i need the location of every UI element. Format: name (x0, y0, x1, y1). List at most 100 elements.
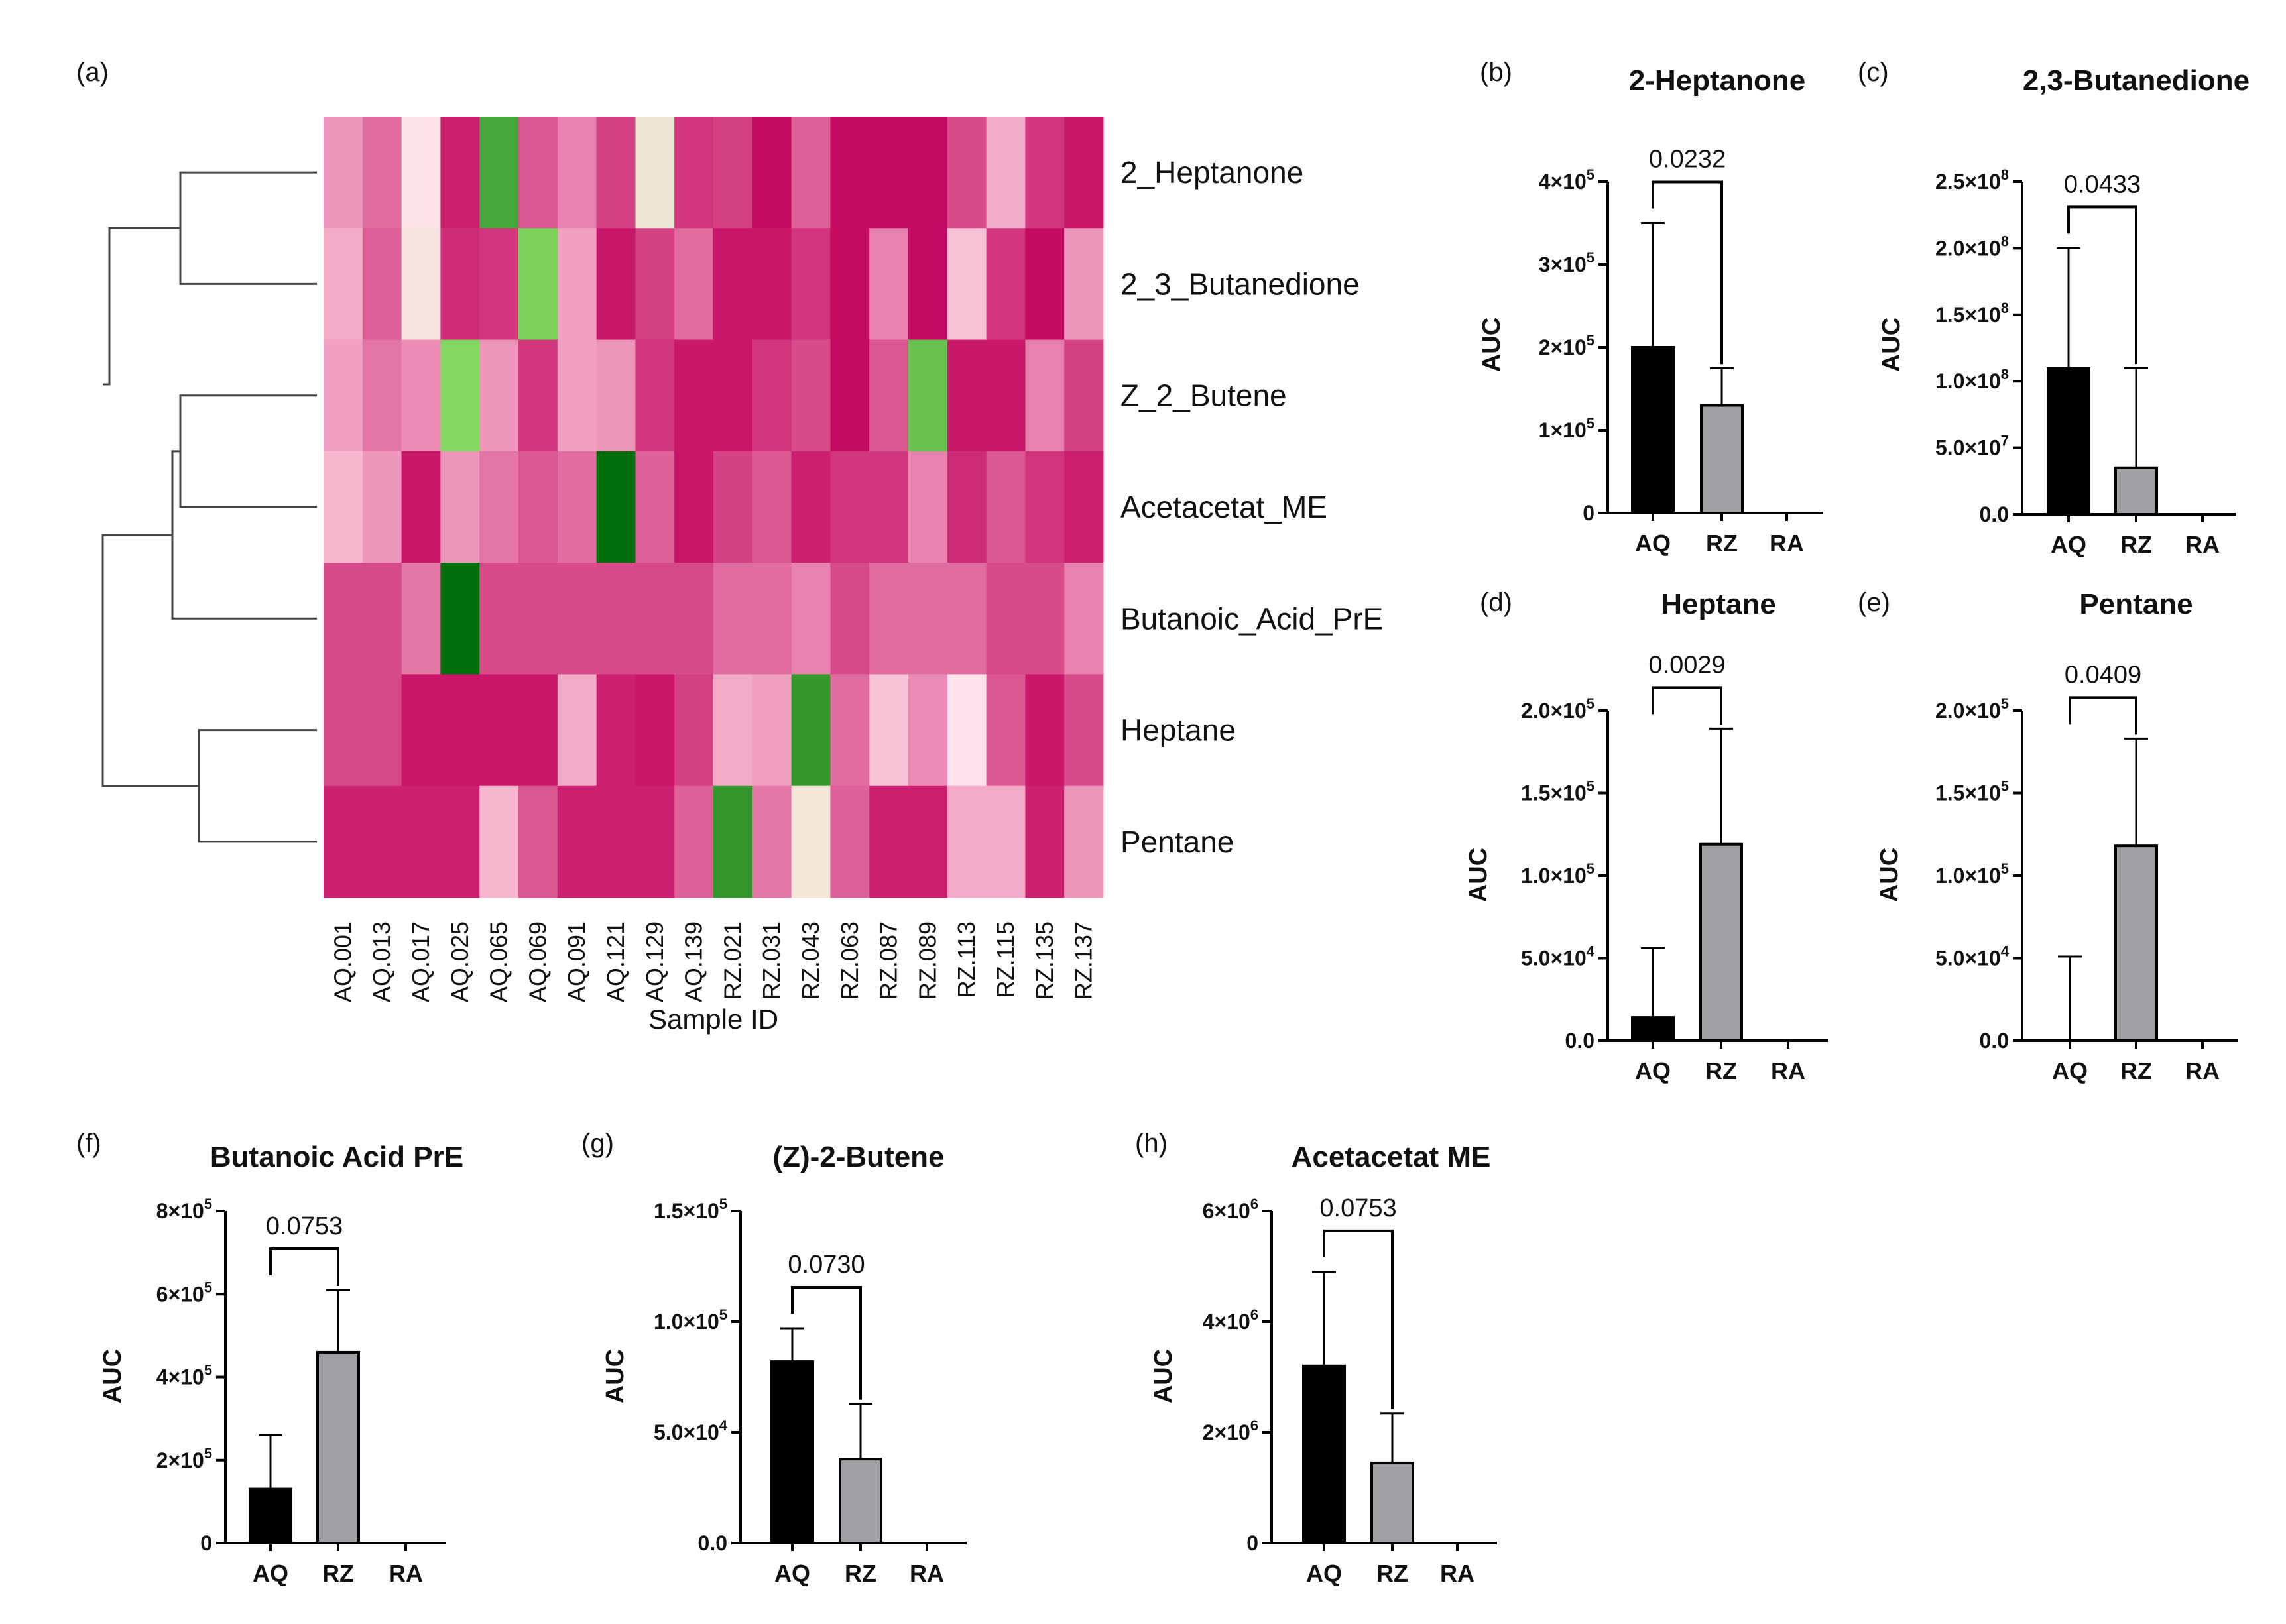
heatmap-cell (674, 785, 714, 898)
y-tick-mantissa: 2×10 (1203, 1421, 1250, 1444)
bar-chart-panel: (b) 2-HeptanoneAUC01×1052×1053×1054×105AQ… (1478, 58, 1823, 557)
heatmap-cell (362, 563, 402, 675)
bar-rz (316, 1350, 360, 1545)
dendrogram-branch (171, 450, 317, 620)
heatmap-cell (830, 451, 870, 563)
y-tick-label: 0 (200, 1531, 212, 1555)
heatmap-cell (752, 117, 792, 229)
y-tick-label: 2×105 (156, 1445, 212, 1472)
heatmap-cell (518, 339, 558, 452)
panel-label: (f) (76, 1129, 101, 1158)
y-tick-mantissa: 1.0×10 (1935, 369, 2001, 393)
y-tick-mantissa: 8×10 (156, 1199, 204, 1223)
heatmap-cell (635, 228, 675, 341)
heatmap-cell (401, 117, 441, 229)
y-tick-mantissa: 1.5×10 (1521, 782, 1587, 805)
heatmap-cell (791, 785, 831, 898)
y-tick-label: 5.0×104 (654, 1417, 728, 1444)
heatmap-cell (596, 339, 636, 452)
bar-chart-panels: (b) 2-HeptanoneAUC01×1052×1053×1054×105AQ… (76, 58, 2250, 1587)
x-tick-label: RA (1770, 530, 1804, 557)
y-tick-label: 1.0×105 (1521, 860, 1594, 888)
y-tick-mantissa: 2×10 (156, 1448, 204, 1472)
heatmap-cell (986, 117, 1026, 229)
heatmap-row-label: 2_3_Butanedione (1120, 266, 1360, 301)
x-tick-label: RA (389, 1560, 423, 1587)
chart-title: Heptane (1661, 588, 1776, 620)
panel-label: (e) (1858, 588, 1890, 617)
heatmap-cell (518, 451, 558, 563)
heatmap-cell (986, 563, 1026, 675)
y-tick-exponent: 5 (204, 1362, 212, 1379)
chart-title: (Z)-2-Butene (772, 1141, 944, 1173)
y-tick-label: 0.0 (1980, 1029, 2009, 1053)
y-tick-exponent: 5 (204, 1279, 212, 1295)
heatmap-cell (791, 563, 831, 675)
heatmap-cell (869, 339, 909, 452)
heatmap-cell (440, 339, 480, 452)
y-tick-label: 6×106 (1203, 1196, 1258, 1223)
chart-title: Acetacetat ME (1292, 1141, 1491, 1173)
y-tick-mantissa: 1.5×10 (654, 1199, 719, 1223)
heatmap-column-label: AQ.121 (602, 921, 629, 1002)
x-tick-label: AQ (2051, 531, 2086, 558)
heatmap-cell (1064, 228, 1104, 341)
heatmap-column-label: RZ.063 (836, 921, 863, 1000)
dendrogram-branch (198, 729, 317, 843)
bar-rz (1699, 842, 1743, 1042)
p-value-label: 0.0433 (2064, 170, 2141, 198)
y-tick-exponent: 5 (2001, 695, 2009, 712)
heatmap-cell (518, 563, 558, 675)
heatmap-cell (674, 563, 714, 675)
x-tick-label: RA (1440, 1560, 1474, 1587)
y-tick-label: 2×106 (1203, 1417, 1258, 1444)
heatmap-cell (908, 117, 948, 229)
y-tick-mantissa: 2.0×10 (1935, 236, 2001, 260)
heatmap-row-label: Acetacetat_ME (1120, 490, 1327, 524)
heatmap-cell (869, 674, 909, 787)
heatmap-column-label: AQ.091 (563, 921, 590, 1002)
heatmap-cell (908, 563, 948, 675)
heatmap-cell (713, 563, 753, 675)
x-tick-label: AQ (1306, 1560, 1342, 1587)
y-tick-exponent: 8 (2001, 233, 2009, 249)
y-tick-mantissa: 1.5×10 (1935, 782, 2001, 805)
p-value-label: 0.0753 (266, 1212, 343, 1240)
heatmap-cell (362, 451, 402, 563)
y-tick-label: 3×105 (1539, 249, 1594, 276)
y-tick-exponent: 8 (2001, 366, 2009, 382)
y-tick-exponent: 4 (719, 1417, 728, 1434)
heatmap-cell (830, 674, 870, 787)
y-tick-exponent: 5 (719, 1306, 727, 1323)
heatmap-cell (557, 785, 597, 898)
p-value-label: 0.0409 (2065, 661, 2141, 689)
y-tick-mantissa: 1.0×10 (654, 1310, 719, 1334)
heatmap-column-label: AQ.065 (485, 921, 512, 1002)
heatmap-cell (635, 785, 675, 898)
heatmap-cell (908, 785, 948, 898)
heatmap-cell (674, 451, 714, 563)
heatmap-cell (401, 451, 441, 563)
y-tick-mantissa: 1.5×10 (1935, 303, 2001, 327)
heatmap-column-label: AQ.025 (446, 921, 473, 1002)
bar-aq (249, 1487, 292, 1544)
heatmap-column-label: AQ.069 (524, 921, 551, 1002)
y-tick-label: 0 (1246, 1531, 1258, 1555)
y-tick-exponent: 8 (2001, 166, 2009, 183)
heatmap-column-label: RZ.137 (1070, 921, 1097, 1000)
heatmap-column-label: RZ.089 (914, 921, 941, 1000)
heatmap-cell (830, 117, 870, 229)
heatmap-cell (362, 117, 402, 229)
panel-label-a: (a) (76, 58, 109, 87)
x-tick-label: RA (910, 1560, 944, 1587)
p-value-label: 0.0730 (788, 1251, 865, 1279)
heatmap-cell (752, 228, 792, 341)
bar-chart-panel: (f) Butanoic Acid PrEAUC02×1054×1056×1058… (76, 1129, 463, 1587)
heatmap-cell (479, 563, 519, 675)
heatmap-cell (713, 674, 753, 787)
heatmap-cell (596, 228, 636, 341)
heatmap-cell (557, 674, 597, 787)
heatmap-cell (518, 228, 558, 341)
heatmap-cell (596, 451, 636, 563)
x-tick-label: RZ (2120, 1057, 2152, 1084)
